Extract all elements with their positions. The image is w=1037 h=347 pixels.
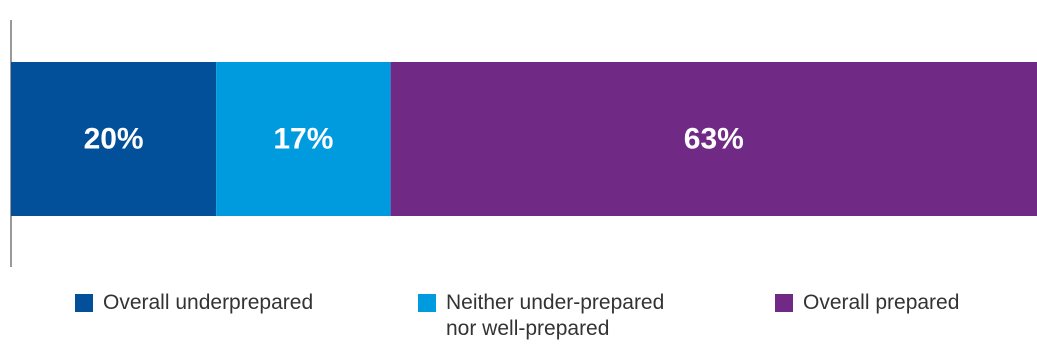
legend: Overall underprepared Neither under-prep…: [0, 290, 1037, 347]
legend-item-neither: Neither under-prepared nor well-prepared: [418, 290, 718, 342]
legend-swatch-overall-prepared: [775, 294, 793, 312]
bar-group: 20% 17% 63%: [11, 62, 1037, 216]
bar-segment-overall-prepared: [390, 62, 1037, 216]
bar-segment-neither: [216, 62, 391, 216]
legend-swatch-neither: [418, 294, 436, 312]
legend-label-overall-prepared: Overall prepared: [803, 291, 960, 314]
legend-item-overall-prepared: Overall prepared: [775, 290, 959, 316]
legend-label-overall-underprepared: Overall underprepared: [103, 291, 314, 314]
data-label-overall-prepared: 63%: [684, 123, 744, 156]
legend-swatch-overall-underprepared: [75, 294, 93, 312]
data-label-neither: 17%: [273, 123, 333, 156]
legend-label-neither: Neither under-prepared nor well-prepared: [446, 291, 665, 340]
bar-segment-overall-underprepared: [11, 62, 217, 216]
data-label-overall-underprepared: 20%: [84, 123, 144, 156]
legend-item-overall-underprepared: Overall underprepared: [75, 290, 313, 316]
